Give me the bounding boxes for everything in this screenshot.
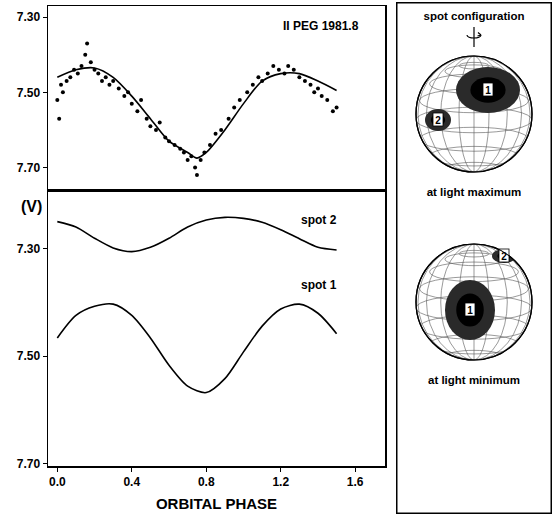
svg-text:1: 1 (467, 305, 473, 316)
svg-text:spot 1: spot 1 (301, 278, 337, 292)
svg-text:II PEG 1981.8: II PEG 1981.8 (283, 19, 359, 33)
svg-text:7.30: 7.30 (17, 242, 41, 256)
svg-text:1: 1 (485, 85, 491, 96)
svg-text:2: 2 (435, 115, 441, 126)
svg-text:0.8: 0.8 (198, 475, 215, 489)
svg-text:ORBITAL PHASE: ORBITAL PHASE (156, 495, 277, 512)
svg-text:7.70: 7.70 (17, 161, 41, 175)
svg-text:at light maximum: at light maximum (427, 186, 522, 198)
svg-text:7.50: 7.50 (17, 349, 41, 363)
svg-text:2: 2 (501, 251, 507, 262)
svg-text:(V): (V) (21, 198, 42, 215)
svg-text:0.4: 0.4 (123, 475, 140, 489)
svg-text:spot 2: spot 2 (301, 213, 337, 227)
svg-text:1.2: 1.2 (272, 475, 289, 489)
svg-text:at light minimum: at light minimum (428, 374, 520, 386)
svg-text:1.6: 1.6 (347, 475, 364, 489)
svg-text:7.30: 7.30 (17, 10, 41, 24)
svg-text:7.70: 7.70 (17, 457, 41, 471)
svg-text:7.50: 7.50 (17, 86, 41, 100)
svg-text:0.0: 0.0 (49, 475, 66, 489)
svg-text:spot configuration: spot configuration (424, 10, 525, 22)
